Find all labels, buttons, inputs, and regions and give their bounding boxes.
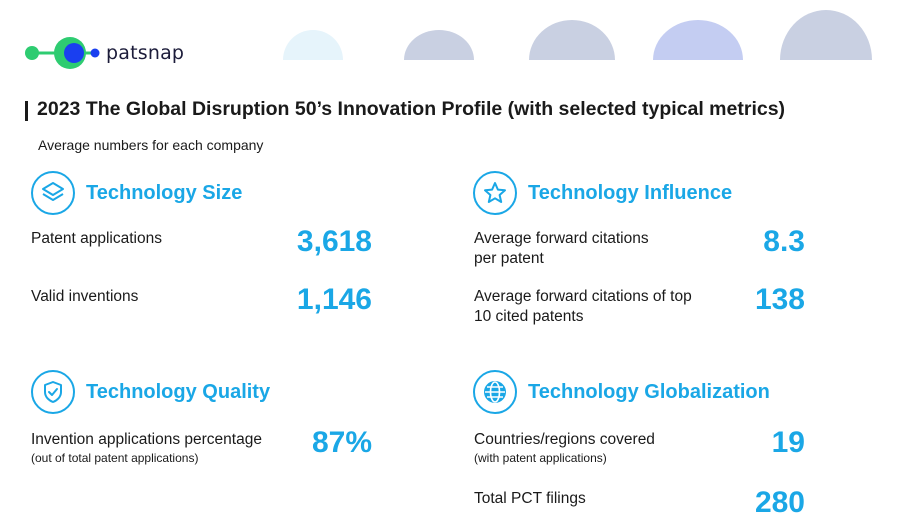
section-heading: Technology Quality [86, 380, 271, 403]
metric-label: Average forward citations per patent [474, 229, 649, 269]
section-technology-globalization: Technology Globalization [473, 370, 770, 414]
metric-label-line: Average forward citations of top [474, 288, 692, 305]
metric-label: Valid inventions [31, 288, 139, 305]
metric-value: 87% [311, 426, 372, 459]
metric-value: 1,146 [296, 283, 372, 316]
section-technology-quality: Technology Quality [31, 370, 270, 414]
logo-text: patsnap [106, 42, 185, 64]
metric-label: Countries/regions covered [474, 431, 655, 448]
metric-label-line: Average forward citations [474, 230, 649, 247]
metric-note: (with patent applications) [474, 451, 607, 465]
decorative-domes [283, 10, 872, 60]
page-title: 2023 The Global Disruption 50’s Innovati… [37, 98, 786, 120]
section-technology-size: Technology Size [31, 171, 242, 215]
patsnap-logo: patsnap [24, 36, 184, 70]
dome-3 [529, 20, 615, 60]
metric-label: Invention applications percentage [31, 431, 262, 448]
title-accent-bar [25, 101, 28, 121]
metric-value: 8.3 [763, 225, 805, 258]
shield-check-icon [31, 370, 75, 414]
metric-note: (out of total patent applications) [31, 451, 199, 465]
section-heading: Technology Influence [528, 181, 733, 204]
metric-label: Average forward citations of top 10 cite… [474, 287, 692, 327]
section-technology-influence: Technology Influence [473, 171, 732, 215]
section-heading: Technology Globalization [528, 380, 770, 403]
metric-value: 3,618 [296, 225, 372, 258]
globe-icon [473, 370, 517, 414]
metric-label-line: per patent [474, 250, 544, 267]
star-icon [473, 171, 517, 215]
section-heading: Technology Size [86, 181, 243, 204]
metric-label-line: 10 cited patents [474, 308, 584, 325]
metric-value: 138 [754, 283, 805, 316]
page-subtitle: Average numbers for each company [38, 137, 264, 153]
layers-icon [31, 171, 75, 215]
metric-label: Total PCT filings [474, 490, 586, 507]
dome-4 [653, 20, 743, 60]
metric-label: Patent applications [31, 230, 162, 247]
metric-value: 280 [754, 486, 805, 519]
dome-1 [283, 30, 343, 60]
patsnap-logo-icon [25, 37, 100, 69]
dome-2 [404, 30, 474, 60]
dome-5 [780, 10, 872, 60]
metric-value: 19 [771, 426, 805, 459]
